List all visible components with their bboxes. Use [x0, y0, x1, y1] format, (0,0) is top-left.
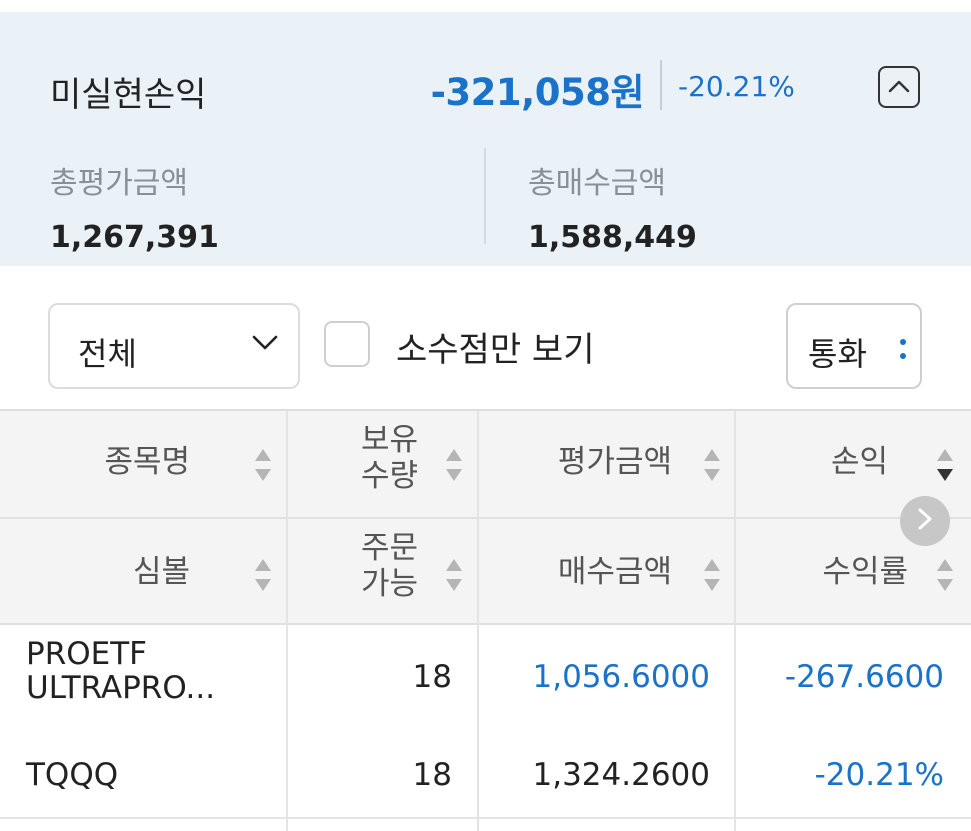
- summary-title: 미실현손익: [50, 75, 207, 115]
- divider: [0, 517, 971, 519]
- divider: [660, 60, 662, 110]
- sort-icon[interactable]: [703, 447, 721, 483]
- header-buy-amount[interactable]: 매수금액: [557, 554, 672, 590]
- eval-amount: 1,056.6000: [532, 659, 711, 695]
- orderable-quantity: 18: [412, 757, 452, 793]
- header-symbol[interactable]: 심볼: [132, 554, 190, 590]
- profit-loss: -267.6600: [784, 659, 944, 695]
- total-buy-value: 1,588,449: [528, 220, 697, 255]
- chevron-down-icon: [252, 335, 278, 355]
- decimal-only-label[interactable]: 소수점만 보기: [396, 330, 595, 370]
- header-eval-amount[interactable]: 평가금액: [557, 444, 672, 480]
- total-eval-value: 1,267,391: [50, 220, 219, 255]
- sort-desc-icon[interactable]: [936, 447, 954, 483]
- divider: [484, 148, 486, 244]
- table-header: [0, 411, 971, 625]
- sort-icon[interactable]: [445, 557, 463, 593]
- return-rate: -20.21%: [814, 757, 944, 793]
- stock-symbol: TQQQ: [26, 757, 119, 793]
- header-name[interactable]: 종목명: [104, 444, 190, 480]
- divider: [286, 411, 288, 831]
- unrealized-pl-summary: 미실현손익 -321,058원 -20.21% 총평가금액 1,267,391 …: [0, 12, 971, 266]
- header-rate[interactable]: 수익률: [822, 554, 908, 590]
- divider: [0, 817, 971, 819]
- more-vertical-icon: [900, 335, 906, 361]
- sort-icon[interactable]: [703, 557, 721, 593]
- stock-name: PROETF ULTRAPRO...: [26, 636, 216, 707]
- chevron-up-icon: [888, 78, 910, 97]
- collapse-summary-button[interactable]: [878, 66, 920, 108]
- header-profit[interactable]: 손익: [830, 444, 888, 480]
- category-select[interactable]: 전체: [48, 303, 300, 389]
- sort-icon[interactable]: [936, 557, 954, 593]
- divider: [734, 411, 736, 831]
- buy-amount: 1,324.2600: [532, 757, 711, 793]
- holding-quantity: 18: [412, 659, 452, 695]
- decimal-only-checkbox[interactable]: [324, 321, 370, 367]
- sort-icon[interactable]: [254, 557, 272, 593]
- total-buy-label: 총매수금액: [528, 166, 666, 201]
- divider: [477, 411, 479, 831]
- total-eval-label: 총평가금액: [50, 166, 188, 201]
- sort-icon[interactable]: [445, 447, 463, 483]
- header-quantity[interactable]: 보유 수량: [360, 422, 418, 494]
- category-selected-value: 전체: [78, 335, 137, 373]
- chevron-right-icon: [917, 507, 933, 535]
- unrealized-pl-amount: -321,058원: [430, 71, 645, 114]
- scroll-right-button[interactable]: [900, 496, 950, 546]
- currency-label: 통화: [808, 335, 867, 373]
- sort-icon[interactable]: [254, 447, 272, 483]
- header-orderable[interactable]: 주문 가능: [360, 530, 418, 602]
- holdings-table: 종목명 보유 수량 평가금액 손익 심볼 주문 가능 매수금액 수익률 PROE…: [0, 409, 971, 831]
- currency-button[interactable]: 통화: [786, 303, 922, 389]
- unrealized-pl-rate: -20.21%: [678, 70, 795, 103]
